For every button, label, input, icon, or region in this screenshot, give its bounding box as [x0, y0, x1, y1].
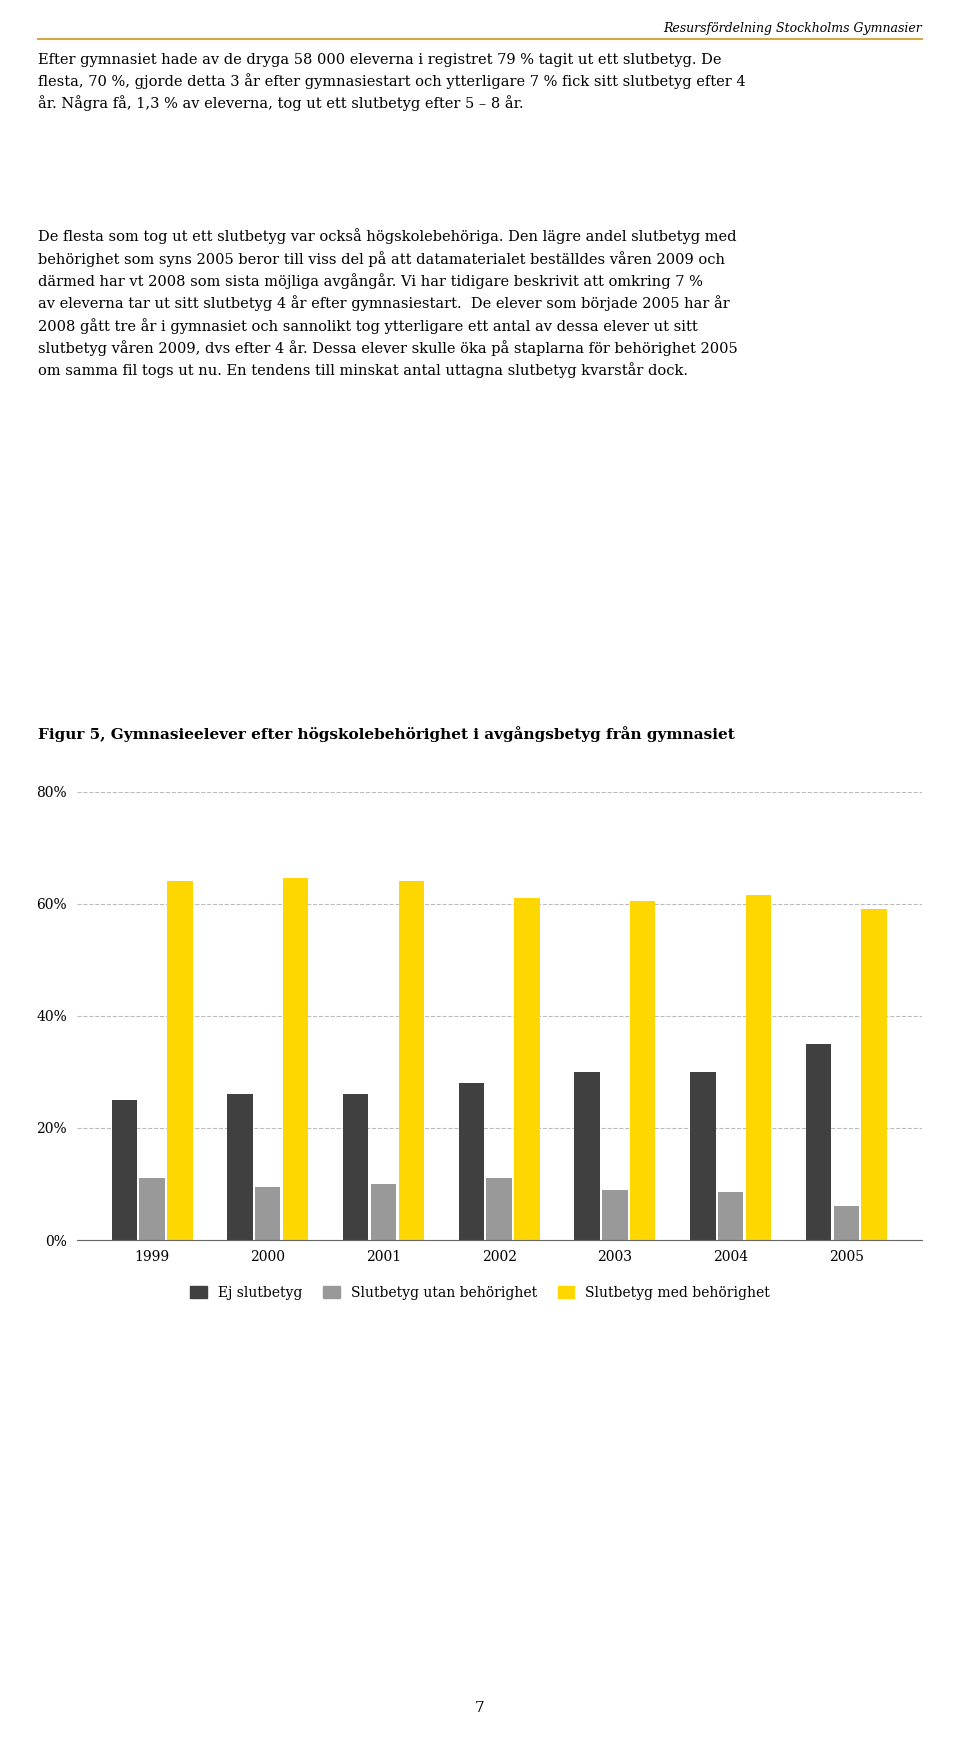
Text: Figur 5, Gymnasieelever efter högskolebehörighet i avgångsbetyg från gymnasiet: Figur 5, Gymnasieelever efter högskolebe… [38, 726, 735, 742]
Bar [690, 1071, 715, 1240]
Text: 7: 7 [475, 1701, 485, 1715]
Text: Resursfördelning Stockholms Gymnasier: Resursfördelning Stockholms Gymnasier [662, 23, 922, 35]
Bar [139, 1179, 165, 1240]
Bar [255, 1187, 280, 1240]
Bar [398, 881, 424, 1240]
Bar [459, 1084, 484, 1240]
Bar [515, 899, 540, 1240]
Bar [602, 1189, 628, 1240]
Bar [111, 1099, 137, 1240]
Legend: Ej slutbetyg, Slutbetyg utan behörighet, Slutbetyg med behörighet: Ej slutbetyg, Slutbetyg utan behörighet,… [190, 1286, 770, 1300]
Bar [718, 1193, 743, 1240]
Bar [167, 881, 193, 1240]
Bar [343, 1094, 369, 1240]
Text: Efter gymnasiet hade av de dryga 58 000 eleverna i registret 79 % tagit ut ett s: Efter gymnasiet hade av de dryga 58 000 … [38, 53, 746, 111]
Bar [746, 895, 771, 1240]
Bar [630, 901, 656, 1240]
Bar [861, 909, 887, 1240]
Text: De flesta som tog ut ett slutbetyg var också högskolebehöriga. Den lägre andel s: De flesta som tog ut ett slutbetyg var o… [38, 229, 738, 378]
Bar [805, 1043, 831, 1240]
Bar [574, 1071, 600, 1240]
Bar [487, 1179, 512, 1240]
Bar [371, 1184, 396, 1240]
Bar [833, 1207, 859, 1240]
Bar [228, 1094, 252, 1240]
Bar [283, 878, 308, 1240]
